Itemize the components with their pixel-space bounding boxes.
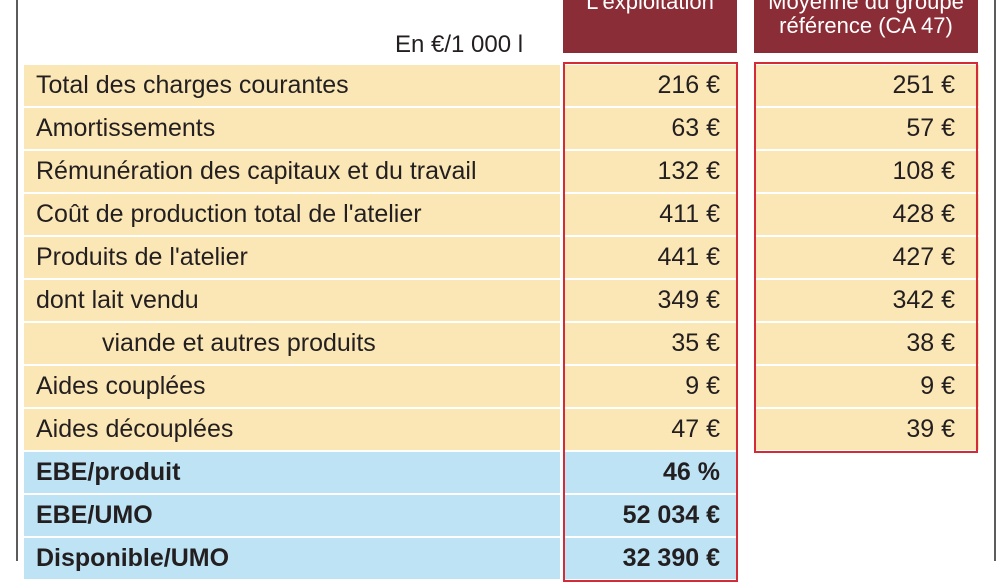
row-label: Coût de production total de l'atelier xyxy=(24,194,560,235)
value-groupe: 342 € xyxy=(754,280,979,321)
value-exploitation: 63 € xyxy=(563,108,738,149)
row-label: Rémunération des capitaux et du travail xyxy=(24,151,560,192)
column-header-exploitation-label: L'exploitation xyxy=(586,0,714,14)
value-exploitation: 411 € xyxy=(563,194,738,235)
row-label: viande et autres produits xyxy=(24,323,560,364)
summary-label: EBE/produit xyxy=(24,452,560,493)
column-header-groupe-line2: référence (CA 47) xyxy=(779,13,953,38)
value-exploitation: 216 € xyxy=(563,65,738,106)
value-exploitation: 35 € xyxy=(563,323,738,364)
frame-left-rule xyxy=(16,0,18,561)
unit-label: En €/1 000 l xyxy=(395,31,524,58)
column-header-groupe-line1: Moyenne du groupe xyxy=(768,0,964,14)
row-label: Amortissements xyxy=(24,108,560,149)
value-exploitation: 9 € xyxy=(563,366,738,407)
row-label: dont lait vendu xyxy=(24,280,560,321)
value-groupe: 38 € xyxy=(754,323,979,364)
frame-right-rule xyxy=(994,0,996,561)
row-label: Aides découplées xyxy=(24,409,560,450)
row-label: Produits de l'atelier xyxy=(24,237,560,278)
value-groupe: 9 € xyxy=(754,366,979,407)
summary-value: 52 034 € xyxy=(563,495,738,536)
summary-value: 32 390 € xyxy=(563,538,738,579)
column-header-groupe: Moyenne du groupe référence (CA 47) xyxy=(754,0,978,53)
value-groupe: 251 € xyxy=(754,65,979,106)
value-groupe: 57 € xyxy=(754,108,979,149)
value-exploitation: 132 € xyxy=(563,151,738,192)
value-exploitation: 349 € xyxy=(563,280,738,321)
value-groupe: 427 € xyxy=(754,237,979,278)
value-exploitation: 47 € xyxy=(563,409,738,450)
row-label: Aides couplées xyxy=(24,366,560,407)
value-groupe: 428 € xyxy=(754,194,979,235)
summary-label: Disponible/UMO xyxy=(24,538,560,579)
value-groupe: 39 € xyxy=(754,409,979,450)
summary-label: EBE/UMO xyxy=(24,495,560,536)
summary-value: 46 % xyxy=(563,452,738,493)
value-groupe: 108 € xyxy=(754,151,979,192)
column-header-exploitation: L'exploitation xyxy=(563,0,737,53)
row-label: Total des charges courantes xyxy=(24,65,560,106)
value-exploitation: 441 € xyxy=(563,237,738,278)
